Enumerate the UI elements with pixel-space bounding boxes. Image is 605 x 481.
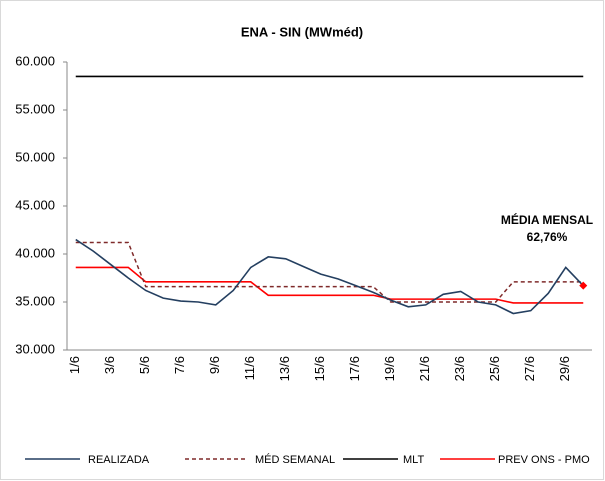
x-tick-label: 13/6 [277, 356, 292, 381]
y-tick-label: 30.000 [15, 341, 55, 356]
x-tick-label: 25/6 [487, 356, 502, 381]
x-tick-label: 27/6 [522, 356, 537, 381]
legend-label: MLT [403, 454, 424, 466]
y-tick-label: 40.000 [15, 245, 55, 260]
y-tick-label: 35.000 [15, 293, 55, 308]
legend-label: MÉD SEMANAL [255, 453, 335, 466]
y-tick-label: 60.000 [15, 53, 55, 68]
x-tick-label: 9/6 [207, 356, 222, 374]
x-tick-label: 1/6 [67, 356, 82, 374]
x-tick-label: 23/6 [452, 356, 467, 381]
x-tick-label: 3/6 [102, 356, 117, 374]
x-tick-label: 15/6 [312, 356, 327, 381]
x-tick-label: 29/6 [557, 356, 572, 381]
x-tick-label: 19/6 [382, 356, 397, 381]
annotation: MÉDIA MENSAL [501, 212, 593, 227]
x-tick-label: 17/6 [347, 356, 362, 381]
y-tick-label: 45.000 [15, 197, 55, 212]
series-line [75, 238, 584, 315]
x-tick-label: 11/6 [242, 356, 257, 380]
legend-label: REALIZADA [88, 454, 150, 466]
x-tick-label: 5/6 [137, 356, 152, 374]
x-tick-label: 21/6 [417, 356, 432, 381]
legend-label: PREV ONS - PMO [498, 454, 590, 466]
annotation: 62,76% [527, 230, 568, 244]
x-tick-label: 7/6 [172, 356, 187, 374]
chart-title: ENA - SIN (MWméd) [241, 24, 363, 39]
last-point-marker [579, 281, 588, 290]
y-tick-label: 50.000 [15, 149, 55, 164]
y-tick-label: 55.000 [15, 101, 55, 116]
series-line [75, 266, 584, 304]
series-line [75, 241, 584, 303]
